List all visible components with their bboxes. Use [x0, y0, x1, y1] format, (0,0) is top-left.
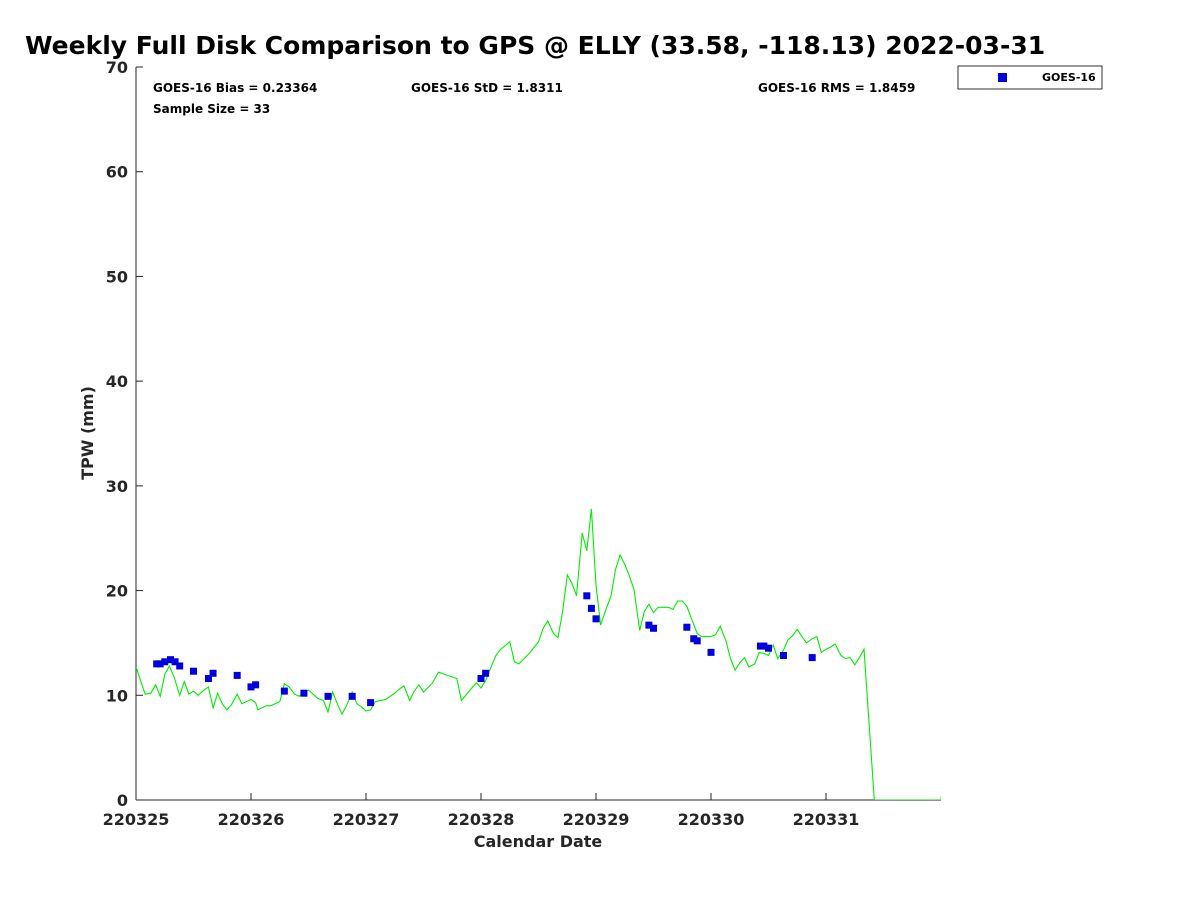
plot-area: 0 10 20 30 40 50 60 70 220325 220326 220327 220328 2…	[103, 58, 941, 829]
goes16-data-point	[300, 689, 308, 697]
x-tick-label: 220327	[333, 810, 400, 829]
goes16-data-point	[190, 667, 197, 675]
goes16-data-point	[167, 656, 174, 664]
goes16-data-point	[583, 592, 591, 600]
y-tick-label: 0	[117, 791, 128, 810]
y-tick-label: 20	[106, 582, 128, 601]
goes16-data-point	[367, 699, 375, 707]
chart-title: Weekly Full Disk Comparison to GPS @ ELL…	[25, 31, 1045, 60]
goes16-data-point	[280, 687, 288, 695]
goes16-data-point	[808, 654, 816, 662]
goes16-data-point	[156, 660, 164, 668]
goes16-data-point	[707, 648, 715, 656]
x-tick-label: 220329	[563, 810, 630, 829]
y-tick-label: 10	[106, 686, 128, 705]
goes16-data-point	[693, 637, 701, 645]
goes16-data-point	[348, 692, 356, 700]
goes16-data-point	[171, 658, 179, 666]
goes16-data-point	[176, 662, 184, 670]
legend-label: GOES-16	[1042, 71, 1096, 84]
goes16-data-point	[252, 681, 260, 689]
goes16-data-point	[233, 671, 241, 679]
goes16-data-point	[760, 642, 768, 650]
x-axis-label: Calendar Date	[474, 832, 603, 851]
sample-size-stat: Sample Size = 33	[153, 102, 270, 116]
goes16-data-point	[645, 621, 653, 629]
goes16-data-point	[650, 624, 657, 632]
goes16-data-point	[477, 675, 485, 683]
rms-stat: GOES-16 RMS = 1.8459	[758, 81, 915, 95]
y-axis-label: TPW (mm)	[78, 386, 97, 480]
x-tick-label: 220331	[793, 810, 860, 829]
y-tick-label: 30	[106, 477, 128, 496]
std-stat: GOES-16 StD = 1.8311	[411, 81, 563, 95]
goes16-data-point	[209, 669, 217, 677]
goes16-data-point	[161, 658, 169, 666]
x-tick-label: 220326	[218, 810, 285, 829]
y-tick-label: 70	[106, 58, 128, 77]
goes16-data-point	[587, 604, 595, 612]
goes16-data-point	[683, 623, 691, 631]
y-tick-label: 40	[106, 372, 128, 391]
y-tick-label: 50	[106, 267, 128, 286]
goes16-data-point	[247, 683, 255, 691]
x-tick-label: 220325	[103, 810, 170, 829]
y-tick-label: 60	[106, 163, 128, 182]
legend-marker	[998, 73, 1007, 82]
goes16-data-point	[204, 675, 212, 683]
x-tick-label: 220328	[448, 810, 515, 829]
x-tick-label: 220330	[678, 810, 745, 829]
bias-stat: GOES-16 Bias = 0.23364	[153, 81, 317, 95]
goes16-data-point	[482, 669, 490, 677]
legend: GOES-16	[957, 65, 1103, 90]
legend-box	[957, 65, 1103, 90]
goes16-data-point	[324, 692, 332, 700]
gps-series-line	[136, 508, 941, 800]
goes16-data-point	[765, 644, 772, 652]
goes16-data-point	[592, 615, 600, 623]
goes16-data-point	[779, 651, 787, 659]
